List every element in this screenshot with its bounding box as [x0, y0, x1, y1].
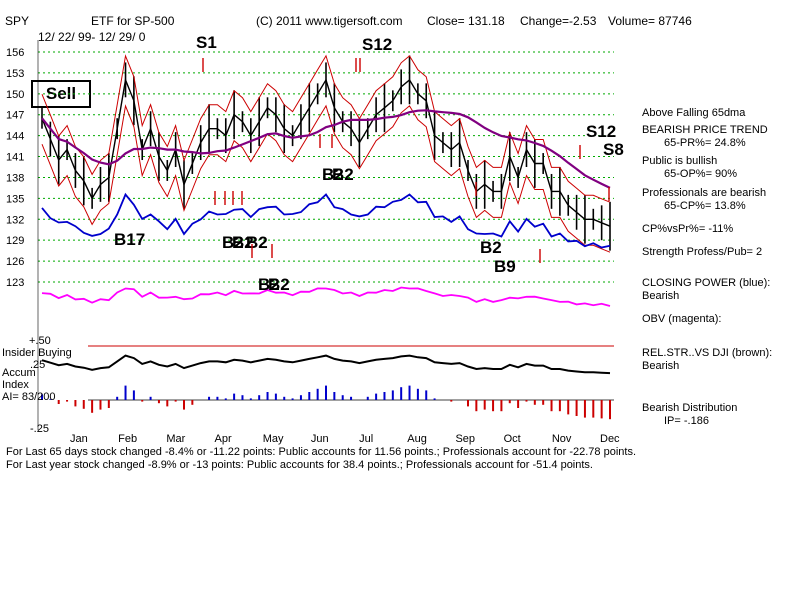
ai-label: AI= 83/200 — [2, 391, 56, 403]
month-tick-apr: Apr — [215, 433, 232, 445]
signal-b17: B17 — [114, 230, 145, 249]
trend-line-0: Above Falling 65dma — [642, 107, 746, 119]
chart-title: ETF for SP-500 — [91, 14, 175, 28]
sell-signal-badge: Sell — [31, 80, 91, 108]
signal-b9: B9 — [494, 257, 516, 276]
month-tick-dec: Dec — [600, 433, 620, 445]
month-tick-jun: Jun — [311, 433, 329, 445]
trend-line-9: CLOSING POWER (blue): — [642, 277, 771, 289]
trend-line-6: 65-CP%= 13.8% — [664, 200, 746, 212]
change-value: Change=-2.53 — [520, 14, 597, 28]
trend-line-10: Bearish — [642, 290, 680, 302]
accum-label: Accum — [2, 367, 36, 379]
close-value: Close= 131.18 — [427, 14, 505, 28]
trend-line-13: Bearish — [642, 360, 680, 372]
month-tick-feb: Feb — [118, 433, 137, 445]
y-tick-label: 144 — [6, 131, 24, 143]
month-tick-oct: Oct — [504, 433, 521, 445]
y-tick-label: 153 — [6, 68, 24, 80]
zero-label: .25 — [30, 359, 46, 371]
trend-line-2: 65-PR%= 24.8% — [664, 137, 746, 149]
ma65-line — [41, 109, 611, 189]
month-tick-jan: Jan — [70, 433, 88, 445]
closing-power-line — [41, 192, 611, 249]
month-tick-may: May — [263, 433, 284, 445]
signal-b2: B2 — [480, 238, 502, 257]
signal-b2: B2 — [258, 275, 280, 294]
trend-line-8: Strength Profess/Pub= 2 — [642, 246, 763, 258]
y-tick-label: 147 — [6, 110, 24, 122]
signal-b2: B2 — [222, 233, 244, 252]
upper-band — [41, 54, 611, 203]
y-tick-label: 138 — [6, 172, 24, 184]
date-range: 12/ 22/ 99- 12/ 29/ 0 — [38, 30, 146, 44]
insider-buying-label: Insider Buying — [2, 347, 72, 359]
month-tick-jul: Jul — [359, 433, 373, 445]
index-label: Index — [2, 379, 29, 391]
signal-b2: B2 — [246, 233, 268, 252]
y-tick-label: 156 — [6, 47, 24, 59]
ticker-label: SPY — [5, 14, 30, 28]
signal-b2: B2 — [268, 275, 290, 294]
trend-line-7: CP%vsPr%= -11% — [642, 223, 734, 235]
minus-25-label: -.25 — [30, 423, 49, 435]
footer-line-65-days: For Last 65 days stock changed -8.4% or … — [6, 446, 637, 458]
y-tick-label: 123 — [6, 277, 24, 289]
month-tick-aug: Aug — [407, 433, 427, 445]
y-tick-label: 150 — [6, 89, 24, 101]
footer-line-year: For Last year stock changed -8.9% or -13… — [6, 459, 593, 471]
signal-b2: B2 — [332, 165, 354, 184]
signal-b2: B2 — [232, 233, 254, 252]
y-tick-label: 126 — [6, 256, 24, 268]
plus-50-label: +.50 — [29, 335, 51, 347]
trend-line-4: 65-OP%= 90% — [664, 168, 738, 180]
month-tick-sep: Sep — [455, 433, 475, 445]
y-tick-label: 135 — [6, 193, 24, 205]
volume-value: Volume= 87746 — [608, 14, 692, 28]
trend-line-3: Public is bullish — [642, 155, 718, 167]
month-tick-nov: Nov — [552, 433, 572, 445]
obv-line — [41, 286, 611, 307]
trend-line-1: BEARISH PRICE TREND — [642, 124, 768, 136]
signal-s12: S12 — [362, 35, 392, 54]
trend-line-14: Bearish Distribution — [642, 402, 738, 414]
trend-line-5: Professionals are bearish — [642, 187, 767, 199]
trend-line-12: REL.STR..VS DJI (brown): — [642, 347, 773, 359]
trend-line-11: OBV (magenta): — [642, 313, 722, 325]
month-tick-mar: Mar — [166, 433, 185, 445]
signal-s12: S12 — [586, 122, 616, 141]
signal-s8: S8 — [603, 140, 624, 159]
y-tick-label: 132 — [6, 214, 24, 226]
copyright-text: (C) 2011 www.tigersoft.com — [256, 14, 403, 28]
lower-band — [41, 104, 611, 253]
rel-strength-line — [41, 354, 611, 375]
y-tick-label: 129 — [6, 235, 24, 247]
trend-line-15: IP= -.186 — [664, 415, 709, 427]
signal-b2: B2 — [322, 165, 344, 184]
signal-s1: S1 — [196, 33, 217, 52]
y-tick-label: 141 — [6, 152, 24, 164]
